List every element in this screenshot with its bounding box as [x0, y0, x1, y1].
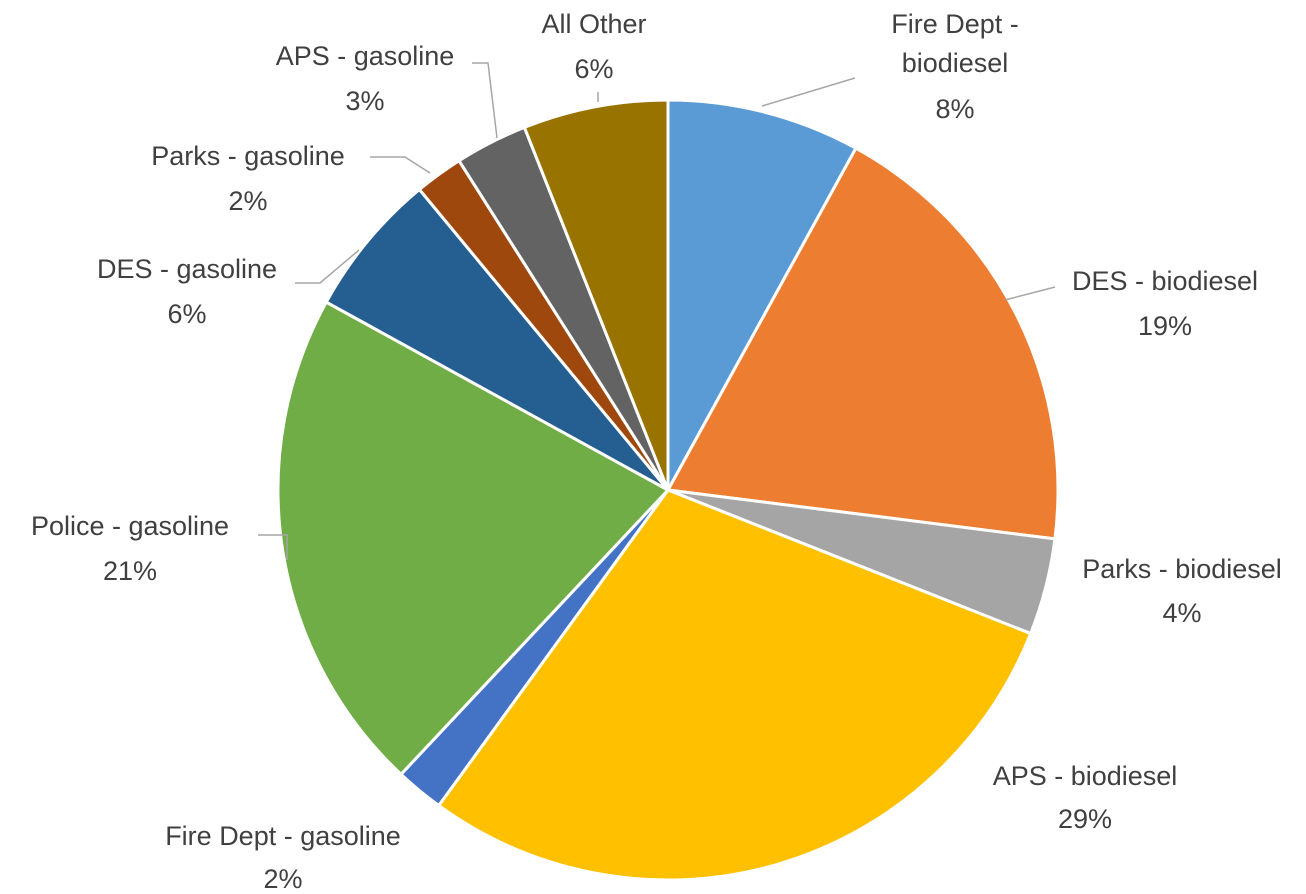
leader-line — [1004, 286, 1056, 301]
slice-percent-label: 2% — [263, 864, 302, 894]
slice-percent-label: 3% — [345, 86, 384, 116]
slice-percent-label: 29% — [1058, 804, 1112, 834]
slice-percent-label: 19% — [1138, 311, 1192, 341]
slice-name-label: Parks - biodiesel — [1082, 554, 1282, 584]
pie-slice-all-other — [522, 98, 670, 491]
slice-name-label: Fire Dept - gasoline — [165, 821, 401, 851]
leader-line — [761, 77, 856, 107]
leader-lines — [258, 62, 1056, 560]
slice-name-label: Parks - gasoline — [151, 141, 345, 171]
pie-slice-des-biodiesel — [665, 146, 1060, 541]
slice-name-label: DES - biodiesel — [1072, 266, 1258, 296]
pie-slice-police-gasoline — [276, 300, 671, 777]
slice-name-label: All Other — [541, 9, 646, 39]
slice-percent-label: 6% — [167, 299, 206, 329]
slice-percent-label: 4% — [1162, 598, 1201, 628]
slice-name-label: DES - gasoline — [97, 254, 277, 284]
slice-name-label: Police - gasoline — [31, 511, 229, 541]
pie-slice-aps-biodiesel — [436, 488, 1033, 882]
slice-name-label: biodiesel — [902, 48, 1009, 78]
slice-percent-label: 21% — [103, 556, 157, 586]
slice-percent-label: 6% — [574, 54, 613, 84]
leader-line — [370, 156, 431, 174]
pie-slices — [276, 98, 1060, 882]
pie-slice-des-gasoline — [324, 187, 670, 492]
leader-line — [258, 534, 288, 560]
slice-percent-label: 2% — [228, 186, 267, 216]
slice-labels: Fire Dept - biodiesel 8% DES - biodiesel 19%… — [31, 9, 1282, 894]
slice-name-label: Fire Dept - — [891, 9, 1019, 39]
leader-line — [295, 249, 360, 284]
slice-percent-label: 8% — [935, 94, 974, 124]
slice-name-label: APS - gasoline — [276, 41, 455, 71]
leader-line — [472, 62, 498, 139]
slice-name-label: APS - biodiesel — [993, 761, 1178, 791]
pie-slice-fire-dept-biodiesel — [666, 98, 858, 491]
